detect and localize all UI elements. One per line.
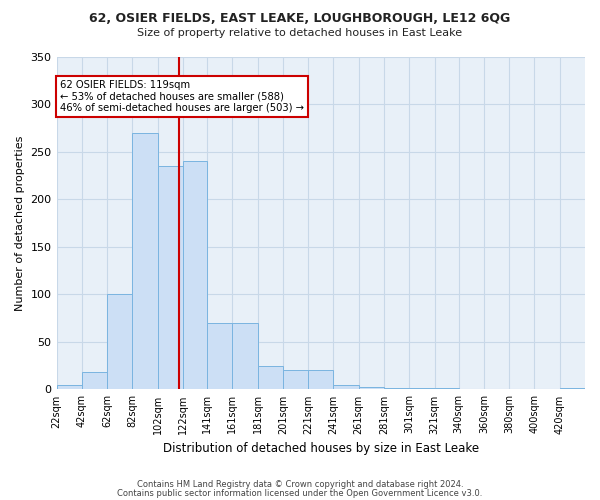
Bar <box>82 372 107 390</box>
Bar <box>158 166 183 390</box>
Bar <box>409 388 434 390</box>
Bar <box>232 323 257 390</box>
Bar <box>560 388 585 390</box>
Bar <box>183 161 207 390</box>
Bar <box>257 366 283 390</box>
Bar <box>283 370 308 390</box>
Text: Contains public sector information licensed under the Open Government Licence v3: Contains public sector information licen… <box>118 488 482 498</box>
Text: 62, OSIER FIELDS, EAST LEAKE, LOUGHBOROUGH, LE12 6QG: 62, OSIER FIELDS, EAST LEAKE, LOUGHBOROU… <box>89 12 511 26</box>
Bar <box>207 323 232 390</box>
Bar <box>359 386 384 390</box>
Bar <box>308 370 334 390</box>
Bar <box>434 388 458 390</box>
Bar <box>384 388 409 390</box>
Y-axis label: Number of detached properties: Number of detached properties <box>15 136 25 310</box>
Text: Contains HM Land Registry data © Crown copyright and database right 2024.: Contains HM Land Registry data © Crown c… <box>137 480 463 489</box>
Bar <box>133 132 158 390</box>
Bar <box>56 384 82 390</box>
Text: 62 OSIER FIELDS: 119sqm
← 53% of detached houses are smaller (588)
46% of semi-d: 62 OSIER FIELDS: 119sqm ← 53% of detache… <box>61 80 304 114</box>
Bar <box>107 294 133 390</box>
Bar <box>334 384 359 390</box>
X-axis label: Distribution of detached houses by size in East Leake: Distribution of detached houses by size … <box>163 442 479 455</box>
Text: Size of property relative to detached houses in East Leake: Size of property relative to detached ho… <box>137 28 463 38</box>
